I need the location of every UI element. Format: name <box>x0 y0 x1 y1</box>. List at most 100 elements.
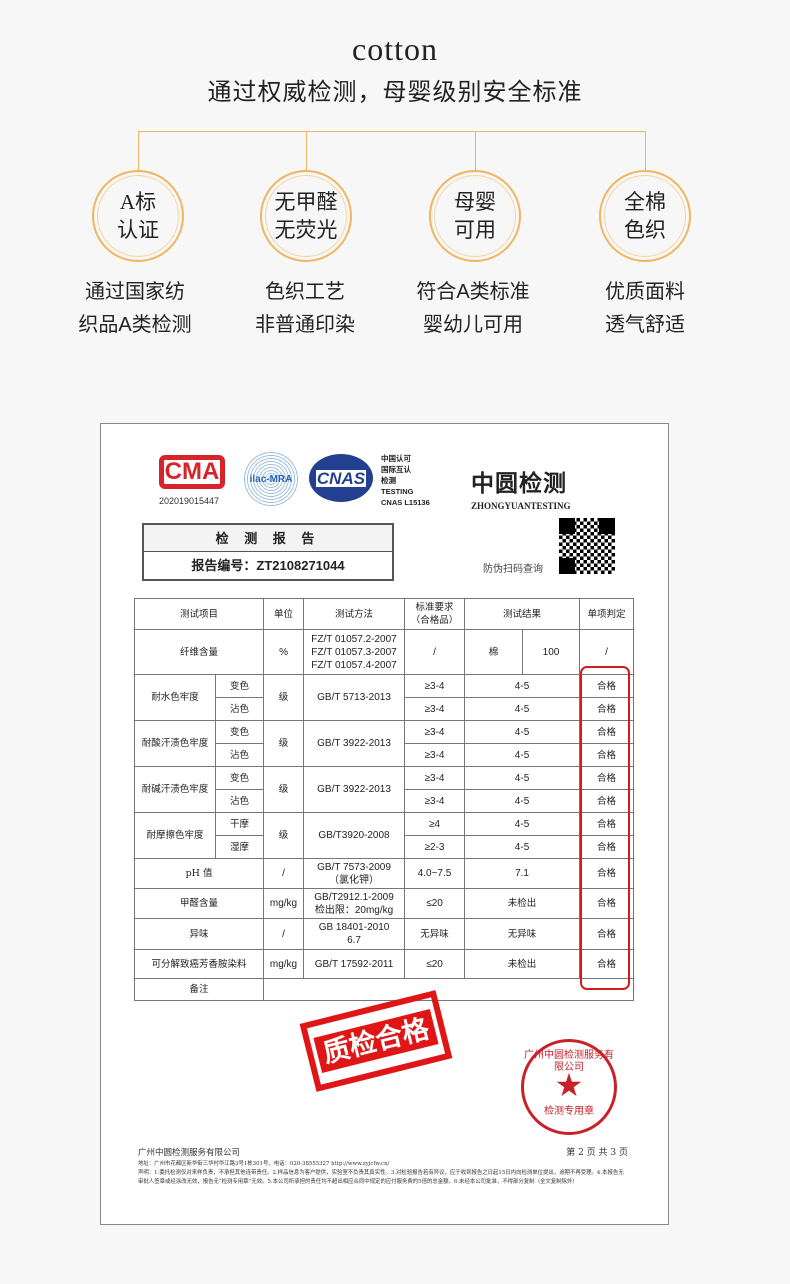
table-row: 耐摩擦色牢度 干摩级 GB/T3920-2008 ≥4 4-5 合格 <box>134 812 635 859</box>
table-row: 湿摩 ≥2-3 4-5 合格 <box>135 835 635 859</box>
table-row: 耐酸汗渍色牢度 变色级 GB/T 3922-2013 ≥3-4 4-5 合格 <box>134 720 635 767</box>
table-cell: GB/T2912.1-2009 检出限：20mg/kg <box>303 888 406 919</box>
table-cell: GB/T 7573-2009 （氯化钾） <box>303 858 406 889</box>
table-cell: 变色 <box>214 720 265 744</box>
table-cell: ≥3-4 <box>404 789 466 813</box>
table-cell: 干摩 <box>214 812 265 836</box>
footer-address: 地址：广州市花都区新华街三华村华江路3号1栋301号，电话：020-385553… <box>138 1161 390 1167</box>
table-cell: ≥4 <box>404 812 466 836</box>
table-row: 耐碱汗渍色牢度 变色级 GB/T 3922-2013 ≥3-4 4-5 合格 <box>134 766 635 813</box>
column-header: 测试项目 <box>133 598 265 630</box>
table-cell: 7.1 <box>464 858 581 889</box>
column-header: 测试结果 <box>464 598 581 630</box>
table-cell: 沾色 <box>214 697 265 721</box>
table-row: 测试项目 单位 测试方法 标准要求 （合格品） 测试结果 单项判定 <box>133 598 635 630</box>
feature-description: 色织工艺 非普通印染 <box>255 281 355 336</box>
table-row: 备注 <box>133 978 635 1001</box>
connector-line <box>306 131 307 171</box>
connector-line <box>645 131 646 171</box>
table-row: 纤维含量% FZ/T 01057.2-2007 FZ/T 01057.3-2007… <box>133 629 635 675</box>
table-cell: ≤20 <box>404 949 466 979</box>
table-cell: GB 18401-2010 6.7 <box>303 918 406 950</box>
table-cell: ≤20 <box>404 888 466 919</box>
table-cell: 甲醛含量 <box>133 888 265 919</box>
table-cell: 耐水色牢度 <box>134 674 216 721</box>
column-header: 标准要求 （合格品） <box>404 598 466 630</box>
table-cell: GB/T3920-2008 <box>303 812 406 859</box>
table-cell: 级 <box>263 812 305 859</box>
column-header: 单位 <box>263 598 305 630</box>
feature-badge: A标 认证 <box>92 170 184 262</box>
table-cell: 备注 <box>133 978 265 1001</box>
table-row: 甲醛含量 mg/kg GB/T2912.1-2009 检出限：20mg/kg ≤20 未… <box>133 888 635 919</box>
cma-logo: CMA <box>159 455 225 489</box>
table-row: 异味 / GB 18401-2010 6.7 无异味 无异味 合格 <box>133 918 635 950</box>
table-cell: 合格 <box>579 835 635 859</box>
table-cell: 湿摩 <box>214 835 265 859</box>
table-cell: 纤维含量 <box>133 629 265 675</box>
table-cell: 4-5 <box>464 766 581 790</box>
report-footer: 广州中圆检测服务有限公司 第 2 页 共 3 页 地址：广州市花都区新华街三华村… <box>138 1148 628 1187</box>
qr-caption: 防伪扫码查询 <box>483 564 543 575</box>
table-cell: 异味 <box>133 918 265 950</box>
table-cell: ≥3-4 <box>404 766 466 790</box>
table-cell: 未检出 <box>464 888 581 919</box>
table-cell: 级 <box>263 674 305 721</box>
feature-badge: 母婴 可用 <box>429 170 521 262</box>
table-cell: 4-5 <box>464 789 581 813</box>
table-cell: 无异味 <box>464 918 581 950</box>
connector-line <box>138 131 139 171</box>
quality-pass-stamp: 质检合格 <box>299 990 453 1092</box>
feature-badge: 无甲醛 无荧光 <box>260 170 352 262</box>
feature-description: 优质面料 透气舒适 <box>605 281 685 336</box>
table-cell: 无异味 <box>404 918 466 950</box>
table-cell: ≥2-3 <box>404 835 466 859</box>
table-cell: 4-5 <box>464 812 581 836</box>
table-cell: GB/T 3922-2013 <box>303 766 406 813</box>
results-table: 测试项目 单位 测试方法 标准要求 （合格品） 测试结果 单项判定 纤维含量% FZ/T 01… <box>133 598 635 1001</box>
table-cell: 棉 <box>464 629 524 675</box>
table-cell: 4-5 <box>464 743 581 767</box>
company-seal: 广州中圆检测服务有限公司 ★ 检测专用章 <box>521 1039 617 1135</box>
table-row: 可分解致癌芳香胺染料 mg/kg GB/T 17592-2011 ≤20 未检出 合格 <box>133 949 635 979</box>
table-row: 沾色 ≥3-4 4-5 合格 <box>135 697 635 721</box>
report-title: 检 测 报 告 <box>144 525 392 552</box>
feature-description: 符合A类标准 婴幼儿可用 <box>416 281 530 336</box>
table-cell: / <box>263 918 305 950</box>
cnas-logo: CNAS <box>309 454 373 502</box>
table-cell: ≥3-4 <box>404 720 466 744</box>
connector-line <box>475 131 476 171</box>
page-number: 第 2 页 共 3 页 <box>566 1148 628 1158</box>
table-cell: mg/kg <box>263 888 305 919</box>
table-cell: 4.0~7.5 <box>404 858 466 889</box>
qr-code[interactable] <box>559 518 615 574</box>
table-cell: FZ/T 01057.2-2007 FZ/T 01057.3-2007 FZ/T… <box>303 629 406 675</box>
table-cell: % <box>263 629 305 675</box>
table-cell: 4-5 <box>464 697 581 721</box>
table-cell: GB/T 5713-2013 <box>303 674 406 721</box>
table-cell: 4-5 <box>464 720 581 744</box>
table-cell: 变色 <box>214 674 265 698</box>
table-cell: mg/kg <box>263 949 305 979</box>
table-cell <box>263 978 635 1001</box>
table-cell: 沾色 <box>214 789 265 813</box>
cnas-text: 中国认可 国际互认 检测 TESTING CNAS L15136 <box>381 454 430 507</box>
table-cell: 4-5 <box>464 835 581 859</box>
table-cell: 100 <box>522 629 581 675</box>
table-cell: ≥3-4 <box>404 697 466 721</box>
table-cell: 合格 <box>579 812 635 836</box>
table-row: 沾色 ≥3-4 4-5 合格 <box>135 743 635 767</box>
cma-number: 202019015447 <box>159 496 220 506</box>
report-title-box: 检 测 报 告 报告编号：ZT2108271044 <box>142 523 394 581</box>
test-report: CMA 202019015447 ilac-MRA CNAS 中国认可 国际互认… <box>100 423 669 1225</box>
table-cell: 4-5 <box>464 674 581 698</box>
table-cell: 沾色 <box>214 743 265 767</box>
ilac-mra-logo: ilac-MRA <box>243 451 299 507</box>
column-header: 单项判定 <box>579 598 635 630</box>
table-cell: 耐摩擦色牢度 <box>134 812 216 859</box>
verdict-highlight <box>580 666 630 990</box>
table-cell: 合格 <box>579 789 635 813</box>
table-cell: 级 <box>263 766 305 813</box>
star-icon: ★ <box>554 1067 584 1103</box>
table-cell: 未检出 <box>464 949 581 979</box>
